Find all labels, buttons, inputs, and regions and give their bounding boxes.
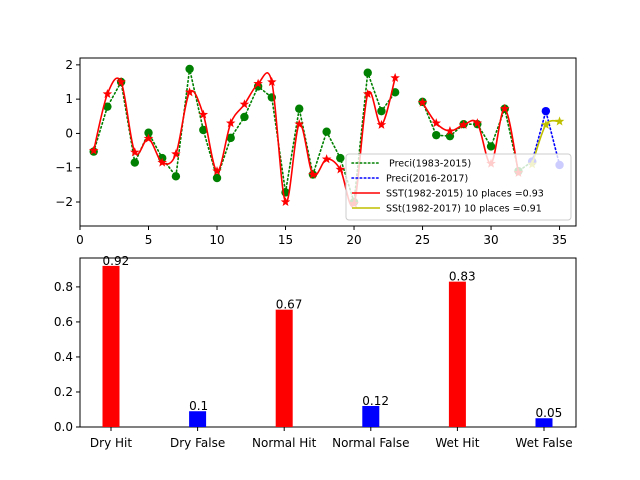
bar-value-label: 0.67 [276, 298, 303, 312]
plot-frame [79, 257, 577, 428]
data-point [390, 72, 400, 82]
bar-value-label: 0.83 [449, 270, 476, 284]
bar-value-label: 0.12 [362, 394, 389, 408]
data-point [458, 119, 469, 129]
legend-label: SST(1982-2015) 10 places =0.93 [386, 189, 544, 200]
data-point [157, 157, 167, 167]
legend-label: Preci(1983-2015) [386, 159, 471, 170]
data-point [253, 82, 263, 91]
data-point [240, 112, 249, 122]
data-point [130, 158, 140, 167]
x-tick-label: Wet False [515, 436, 572, 450]
data-point [280, 197, 291, 207]
data-point [225, 118, 236, 128]
data-point [541, 119, 551, 129]
y-tick-label: −2 [55, 195, 73, 209]
data-point [199, 125, 208, 135]
data-point [390, 88, 400, 97]
data-point [171, 172, 181, 181]
data-point [541, 106, 551, 116]
bar [362, 405, 380, 427]
y-tick-label: 1 [65, 92, 73, 106]
data-point [267, 77, 277, 87]
y-tick-label: 0.6 [54, 315, 73, 329]
data-point [500, 103, 510, 113]
x-tick-label: Dry Hit [90, 436, 132, 450]
line-chart: 0 5 10 15 20 25 30 35 −2 −1 0 1 2 Preci(1983-2015) Pr… [55, 57, 577, 247]
plot-frame [79, 57, 577, 227]
y-tick-label: 0.4 [54, 350, 73, 364]
data-point [198, 109, 209, 119]
data-point [335, 164, 346, 174]
x-tick-label: 10 [209, 233, 224, 247]
data-point [445, 131, 455, 141]
data-point [432, 130, 441, 140]
data-point [253, 78, 263, 88]
data-point [239, 99, 250, 109]
x-tick-label: 5 [145, 233, 153, 247]
data-point [486, 142, 496, 151]
data-point [377, 106, 386, 116]
data-point [431, 118, 441, 128]
y-tick-label: 2 [65, 58, 73, 72]
y-tick-label: −1 [55, 161, 73, 175]
data-point [185, 64, 194, 74]
data-point [116, 77, 126, 87]
data-point [212, 173, 222, 183]
x-tick-label: 35 [552, 233, 567, 247]
y-tick-label: 0.2 [54, 385, 73, 399]
bar [102, 265, 120, 427]
bar-value-label: 0.05 [536, 406, 563, 420]
data-point [376, 119, 387, 129]
data-point [294, 119, 304, 129]
bar-value-label: 0.1 [189, 399, 208, 413]
data-point [554, 116, 565, 126]
data-point [143, 133, 154, 143]
data-point [88, 145, 99, 155]
data-point [130, 147, 140, 157]
data-point [445, 126, 455, 136]
x-tick-label: Dry False [170, 436, 225, 450]
bar [189, 411, 207, 427]
data-point [212, 166, 222, 176]
legend-label: SSt(1982-2017) 10 places =0.91 [386, 204, 542, 215]
data-point [321, 154, 332, 164]
x-tick-label: Wet Hit [435, 436, 479, 450]
bar-value-label: 0.92 [103, 254, 130, 268]
data-point [417, 97, 428, 107]
data-point [171, 149, 181, 159]
x-tick-label: 0 [76, 233, 84, 247]
data-point [102, 89, 113, 99]
legend-box [345, 153, 572, 221]
data-point [144, 128, 153, 137]
bar [448, 281, 466, 427]
x-tick-label: 20 [346, 233, 361, 247]
data-point [184, 87, 195, 97]
x-tick-label: Normal False [332, 436, 409, 450]
bar [535, 418, 553, 427]
x-tick-label: Normal Hit [252, 436, 317, 450]
data-point [472, 118, 483, 128]
data-point [363, 68, 372, 77]
y-tick-label: 0.8 [54, 280, 73, 294]
data-point [336, 153, 345, 163]
data-point [308, 169, 318, 179]
data-point [362, 89, 373, 99]
x-tick-label: 25 [415, 233, 430, 247]
data-point [103, 102, 112, 111]
y-tick-label: 0.0 [54, 420, 73, 434]
data-point [322, 127, 331, 136]
x-tick-label: 30 [483, 233, 498, 247]
y-tick-label: 0 [65, 126, 73, 140]
data-point [295, 104, 304, 113]
bar-chart: 0.0 0.2 0.4 0.6 0.8 0.92 Dry Hit 0.1 Dry False 0.… [54, 254, 577, 450]
series-line [531, 107, 561, 166]
bar [275, 309, 293, 427]
data-point [226, 133, 235, 143]
x-tick-label: 15 [278, 233, 293, 247]
legend-label: Preci(2016-2017) [386, 174, 468, 185]
